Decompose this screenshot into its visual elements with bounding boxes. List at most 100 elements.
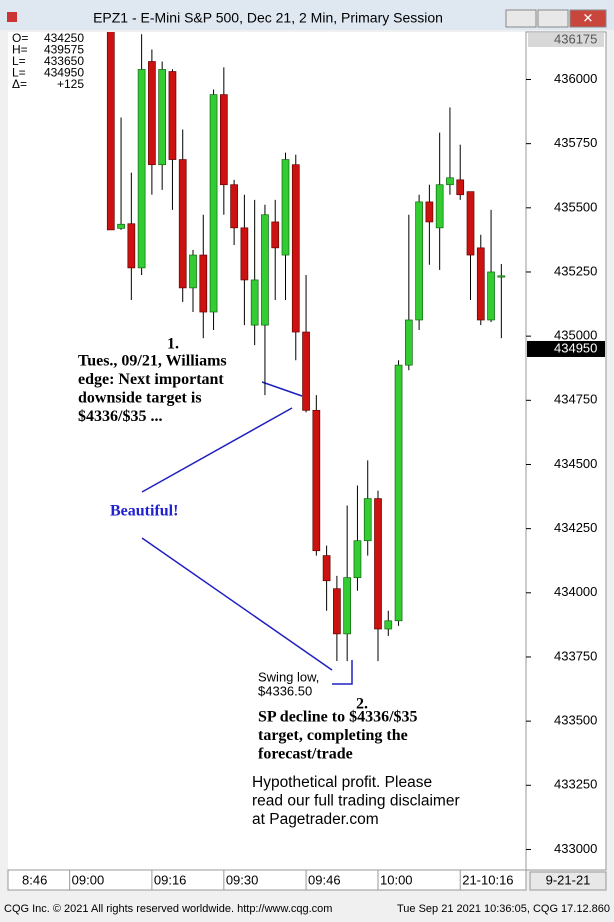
candle-body [240, 227, 249, 281]
annotation-line: Swing low, [258, 669, 319, 684]
x-tick-label: 09:00 [72, 872, 105, 887]
candle-body [404, 319, 413, 366]
y-tick-label: 434750 [554, 392, 597, 407]
info-label: Δ= [12, 77, 27, 91]
x-axis-panel [7, 869, 527, 891]
date-label: 9-21-21 [546, 872, 591, 887]
candle-body [117, 223, 125, 229]
candle-body [435, 184, 444, 229]
info-value: +125 [57, 77, 84, 91]
candle-body [219, 94, 228, 186]
app-icon [7, 12, 17, 22]
x-tick-label: 09:30 [226, 872, 259, 887]
y-tick-label: 433750 [554, 648, 597, 663]
y-tick-label: 435250 [554, 263, 597, 278]
candle-body [261, 214, 269, 326]
info-label: O= [12, 31, 28, 45]
candle-body [456, 179, 465, 196]
candle-body [230, 184, 238, 229]
pointer-line [141, 537, 333, 671]
note-number: 1. [167, 336, 179, 353]
annotation-line: edge: Next important [78, 371, 224, 388]
annotation-line: $4336/$35 ... [78, 408, 162, 425]
candle-body [394, 364, 403, 622]
annotation-line: target, completing the [258, 727, 408, 744]
maximize-button[interactable] [537, 9, 569, 28]
info-value: 434950 [44, 66, 84, 80]
info-label: H= [12, 43, 28, 57]
date-box [529, 871, 607, 891]
candles [106, 32, 506, 662]
x-tick-label: 21-10:16 [462, 872, 513, 887]
info-value: 439575 [44, 43, 84, 57]
candle-body [446, 177, 454, 186]
candle-body [302, 331, 310, 411]
pointer-line [141, 407, 293, 493]
candle-body [487, 271, 495, 321]
candle-body [363, 498, 372, 542]
candle-body [148, 61, 156, 166]
annotation-line: $4336.50 [258, 683, 312, 698]
beautiful-label: Beautiful! [110, 503, 178, 520]
y-tick-label: 434000 [554, 584, 597, 599]
annotation-line: Hypothetical profit. Please [252, 774, 432, 791]
pointer-line [261, 381, 303, 397]
candle-body [106, 32, 115, 231]
annotation-line: at Pagetrader.com [252, 811, 379, 828]
x-tick-label: 09:46 [308, 872, 341, 887]
candle-body [137, 69, 146, 269]
annotation-line: Tues., 09/21, Williams [78, 353, 227, 370]
candle-body [291, 164, 300, 333]
axis-top-label: 436175 [554, 31, 597, 46]
x-tick-label: 8:46 [22, 872, 47, 887]
note-number: 2. [356, 696, 368, 713]
candle-body [384, 620, 393, 630]
annotation-lines [141, 381, 353, 685]
status-right: Tue Sep 21 2021 10:36:05, CQG 17.12.860 [397, 903, 610, 915]
candle-body [415, 201, 423, 321]
swing-bracket [332, 660, 353, 685]
y-tick-label: 433000 [554, 841, 597, 856]
candle-body [333, 588, 341, 635]
info-value: 434250 [44, 31, 84, 45]
y-tick-label: 434500 [554, 456, 597, 471]
plot-area [8, 32, 526, 870]
annotation-line: downside target is [78, 390, 202, 407]
y-tick-label: 435000 [554, 328, 597, 343]
candle-body [271, 221, 280, 249]
last-price-box [527, 340, 605, 357]
candle-body [353, 540, 362, 579]
close-icon: ✕ [583, 10, 594, 25]
status-left: CQG Inc. © 2021 All rights reserved worl… [4, 903, 332, 915]
x-tick-label: 09:16 [154, 872, 187, 887]
close-button[interactable] [569, 9, 607, 28]
y-tick-label: 434250 [554, 520, 597, 535]
candle-body [476, 247, 485, 321]
info-label: L= [12, 66, 26, 80]
y-tick-label: 433250 [554, 777, 597, 792]
y-tick-label: 435500 [554, 199, 597, 214]
candle-body [178, 159, 187, 289]
y-axis-panel [525, 31, 607, 871]
info-label: L= [12, 54, 26, 68]
candle-body [127, 223, 136, 269]
minimize-button[interactable] [505, 9, 537, 28]
window-title: EPZ1 - E-Mini S&P 500, Dec 21, 2 Min, Pr… [93, 10, 443, 26]
annotation-line: read our full trading disclaimer [252, 793, 460, 810]
annotation-line: SP decline to $4336/$35 [258, 709, 418, 726]
axis-top-box [528, 33, 604, 47]
annotation-line: forecast/trade [258, 746, 353, 763]
candle-body [199, 254, 208, 313]
candle-body [497, 275, 506, 278]
candle-body [425, 201, 434, 223]
candle-body [322, 555, 331, 582]
candle-body [250, 279, 259, 326]
y-tick-label: 433500 [554, 713, 597, 728]
last-price-label: 434950 [554, 340, 597, 355]
candle-body [168, 71, 177, 160]
candle-body [312, 409, 321, 552]
candle-body [374, 498, 382, 630]
y-tick-label: 436000 [554, 71, 597, 86]
candle-body [209, 94, 218, 313]
